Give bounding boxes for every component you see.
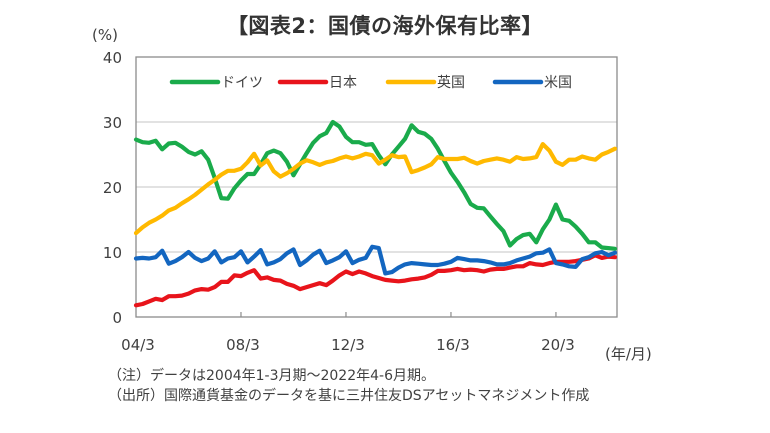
y-tick-label: 40 [103, 49, 122, 67]
legend-label: 日本 [329, 75, 357, 91]
y-axis-unit-label: (%) [92, 26, 118, 44]
series-line-3 [133, 142, 618, 236]
x-tick-label: 16/3 [436, 336, 470, 354]
y-tick-label: 30 [103, 114, 122, 132]
x-tick-label: 08/3 [226, 336, 260, 354]
legend: ドイツ 日本 英国 米国 [169, 74, 572, 91]
footnote-source: （出所）国際通貨基金のデータを基に三井住友DSアセットマネジメント作成 [108, 388, 590, 404]
legend-label: ドイツ [221, 75, 263, 91]
x-tick-label: 20/3 [541, 336, 575, 354]
series-line-4 [133, 244, 618, 276]
y-tick-label: 20 [103, 179, 122, 197]
legend-label: 英国 [437, 74, 465, 91]
series-line-2 [133, 253, 618, 308]
series-lines [133, 119, 618, 308]
x-tick-label: 04/3 [121, 336, 155, 354]
chart-title: 【図表2：国債の海外保有比率】 [226, 14, 544, 38]
legend-label: 米国 [544, 75, 572, 91]
plot-frame [135, 56, 618, 318]
y-tick-label: 10 [103, 244, 122, 262]
axes: 0 10 20 30 40 04/3 08/3 12/3 16/3 20/3 [103, 49, 618, 354]
x-axis-unit-label: (年/月) [605, 345, 652, 363]
footnote-note: （注）データは2004年1-3月期～2022年4-6月期。 [108, 368, 435, 384]
y-tick-label: 0 [112, 309, 122, 327]
x-tick-label: 12/3 [331, 336, 365, 354]
